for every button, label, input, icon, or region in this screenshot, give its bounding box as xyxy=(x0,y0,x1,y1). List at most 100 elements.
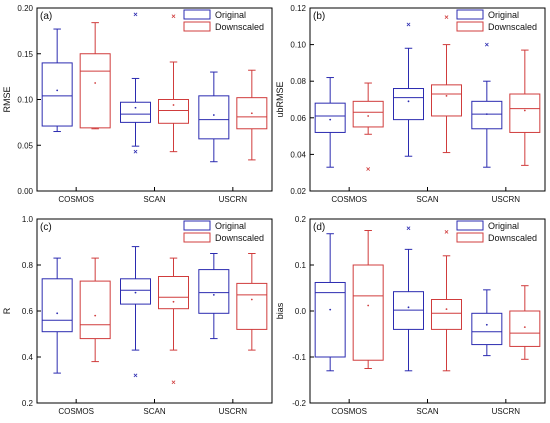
y-axis-label: ubRMSE xyxy=(275,81,285,117)
y-tick-label: 0.1 xyxy=(295,261,307,270)
legend-label-downscaled: Downscaled xyxy=(488,233,537,243)
mean-marker xyxy=(212,294,215,296)
panel-label: (a) xyxy=(40,11,52,22)
mean-marker xyxy=(250,112,253,115)
mean-marker xyxy=(134,106,137,109)
mean-marker xyxy=(329,308,332,311)
box-iqr xyxy=(198,95,230,140)
x-category-label: USCRN xyxy=(219,407,248,416)
x-category-label: COSMOS xyxy=(331,195,367,204)
y-tick-label: 1.0 xyxy=(22,215,34,224)
outlier-marker xyxy=(171,14,176,19)
box-downscaled-cosmos xyxy=(79,257,111,363)
box-iqr xyxy=(198,269,230,314)
box-downscaled-uscrn xyxy=(236,253,268,351)
mean-marker xyxy=(56,312,59,315)
legend-swatch-original xyxy=(183,9,211,20)
y-tick-label: 0.0 xyxy=(295,307,307,316)
box-iqr xyxy=(158,276,189,310)
panel-a: 0.00 0.05 0.10 0.15 0.20 COSMOS SCAN USCRN RMSE (… xyxy=(2,4,273,204)
x-category-label: USCRN xyxy=(219,195,248,204)
mean-marker xyxy=(485,323,488,326)
legend-swatch-downscaled xyxy=(456,21,484,32)
panel-label: (d) xyxy=(313,222,325,233)
legend-label-downscaled: Downscaled xyxy=(488,22,537,32)
legend-swatch-original xyxy=(456,220,484,231)
box-iqr xyxy=(352,100,384,128)
panel-c: 0.2 0.4 0.6 0.8 1.0 COSMOS SCAN USCRN R (c) Origin… xyxy=(2,215,273,416)
outlier-marker xyxy=(406,226,411,231)
box-downscaled-uscrn xyxy=(509,285,541,360)
x-category-label: COSMOS xyxy=(58,407,94,416)
outlier-stroke xyxy=(444,229,449,234)
mean-marker xyxy=(172,104,175,106)
y-tick-label: -0.2 xyxy=(292,399,306,408)
box-iqr xyxy=(431,84,462,117)
box-iqr xyxy=(158,99,189,124)
mean-marker xyxy=(445,308,448,311)
box-original-cosmos xyxy=(314,77,346,168)
outlier-marker xyxy=(171,380,176,385)
mean-marker xyxy=(523,326,526,328)
x-category-label: SCAN xyxy=(416,195,438,204)
mean-marker xyxy=(329,118,332,121)
legend-label-downscaled: Downscaled xyxy=(215,22,264,32)
x-category-label: SCAN xyxy=(143,195,165,204)
outlier-marker xyxy=(133,12,138,17)
box-original-uscrn xyxy=(471,289,503,357)
mean-marker xyxy=(367,304,370,307)
box-iqr xyxy=(79,53,111,129)
box-original-cosmos xyxy=(314,233,346,372)
box-iqr xyxy=(236,282,268,330)
y-tick-label: 0.12 xyxy=(290,4,306,13)
x-category-label: USCRN xyxy=(492,195,521,204)
y-tick-label: 0.2 xyxy=(295,215,307,224)
box-iqr xyxy=(509,310,541,347)
box-downscaled-uscrn xyxy=(236,69,268,161)
x-category-label: COSMOS xyxy=(58,195,94,204)
y-axis-label: bias xyxy=(275,302,285,319)
y-tick-label: 0.08 xyxy=(290,77,306,86)
legend: Original Downscaled xyxy=(183,220,264,243)
box-original-uscrn xyxy=(198,253,230,340)
x-category-label: SCAN xyxy=(416,407,438,416)
y-tick-label: 0.8 xyxy=(22,261,34,270)
box-downscaled-uscrn xyxy=(509,49,541,166)
box-iqr xyxy=(79,280,111,340)
box-iqr xyxy=(314,281,346,358)
y-tick-label: 0.05 xyxy=(17,141,33,150)
box-original-scan xyxy=(120,12,151,154)
x-category-label: COSMOS xyxy=(331,407,367,416)
box-downscaled-cosmos xyxy=(79,22,111,130)
y-tick-label: 0.2 xyxy=(22,399,34,408)
legend-label-original: Original xyxy=(215,10,246,20)
mean-marker xyxy=(250,298,253,301)
legend-label-downscaled: Downscaled xyxy=(215,233,264,243)
y-tick-label: 0.02 xyxy=(290,187,306,196)
outlier-stroke xyxy=(444,15,449,20)
box-downscaled-scan xyxy=(431,15,462,154)
outlier-marker xyxy=(133,149,138,154)
mean-marker xyxy=(523,109,526,112)
outlier-marker xyxy=(484,42,489,47)
panel-b: 0.02 0.04 0.06 0.08 0.10 0.12 COSMOS SCAN USCRN u… xyxy=(275,4,546,204)
y-tick-label: 0.6 xyxy=(22,307,34,316)
x-category-label: SCAN xyxy=(143,407,165,416)
mean-marker xyxy=(94,82,97,84)
box-downscaled-scan xyxy=(158,14,189,153)
legend-label-original: Original xyxy=(488,10,519,20)
outlier-stroke xyxy=(366,167,371,171)
legend: Original Downscaled xyxy=(456,220,537,243)
legend-swatch-original xyxy=(456,9,484,20)
panel-label: (b) xyxy=(313,11,325,22)
box-original-cosmos xyxy=(41,257,73,374)
y-tick-label: 0.15 xyxy=(17,50,33,59)
y-tick-label: 0.10 xyxy=(17,96,33,105)
y-tick-label: 0.4 xyxy=(22,353,34,362)
outlier-stroke xyxy=(133,373,138,378)
y-tick-label: 0.04 xyxy=(290,150,306,159)
y-tick-label: 0.20 xyxy=(17,4,33,13)
box-original-uscrn xyxy=(198,71,230,163)
box-iqr xyxy=(509,93,541,133)
